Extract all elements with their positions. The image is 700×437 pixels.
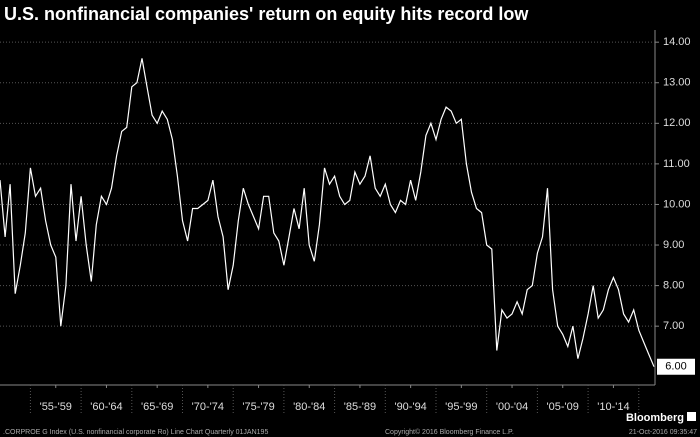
x-tick-label: '90-'94 — [394, 401, 426, 413]
x-tick-label: '05-'09 — [547, 401, 579, 413]
footer-timestamp: 21-Oct-2016 09:35:47 — [629, 429, 697, 436]
y-tick-label: 12.00 — [663, 117, 691, 129]
footer-copyright: Copyright© 2016 Bloomberg Finance L.P. — [385, 428, 514, 436]
brand-logo: Bloomberg — [626, 412, 684, 424]
y-tick-label: 8.00 — [663, 280, 684, 292]
x-tick-label: '00-'04 — [496, 401, 528, 413]
y-tick-label: 13.00 — [663, 77, 691, 89]
y-tick-label: 9.00 — [663, 239, 684, 251]
x-tick-label: '75-'79 — [242, 401, 274, 413]
last-value-label: 6.00 — [665, 361, 686, 373]
x-tick-label: '65-'69 — [141, 401, 173, 413]
brand-icon — [687, 412, 696, 421]
line-series — [0, 58, 655, 367]
y-tick-label: 10.00 — [663, 198, 691, 210]
y-tick-label: 14.00 — [663, 36, 691, 48]
x-tick-label: '95-'99 — [445, 401, 477, 413]
y-tick-label: 11.00 — [663, 158, 690, 170]
x-tick-label: '55-'59 — [40, 401, 72, 413]
x-tick-label: '60-'64 — [90, 401, 122, 413]
y-tick-label: 7.00 — [663, 320, 684, 332]
footer-source: .CORPROE G Index (U.S. nonfinancial corp… — [3, 429, 268, 436]
x-tick-label: '10-'14 — [597, 401, 629, 413]
x-tick-label: '80-'84 — [293, 401, 325, 413]
x-tick-label: '85-'89 — [344, 401, 376, 413]
last-value-box — [657, 358, 695, 375]
x-tick-label: '70-'74 — [192, 401, 224, 413]
chart-title: U.S. nonfinancial companies' return on e… — [4, 4, 529, 24]
